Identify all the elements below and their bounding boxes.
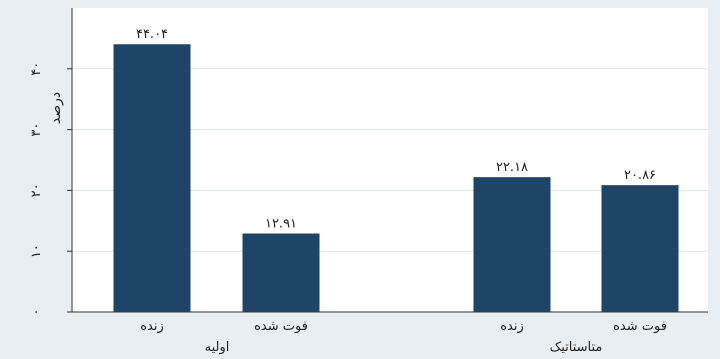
y-tick-label: ۳۰ <box>29 123 44 137</box>
bar-value-label: ۴۴.۰۴ <box>136 27 168 42</box>
group-label: اولیه <box>205 340 230 355</box>
bar <box>601 185 679 312</box>
bar-value-label: ۱۲.۹۱ <box>265 217 297 232</box>
bar-value-label: ۲۲.۱۸ <box>496 160 528 175</box>
bar-category-label: فوت شده <box>254 319 308 334</box>
bar <box>113 44 191 312</box>
y-tick-label: ۰ <box>29 309 44 316</box>
bar-category-label: زنده <box>500 319 524 334</box>
group-label: متاستاتیک <box>550 340 603 355</box>
bar <box>473 177 551 312</box>
bar <box>242 233 320 312</box>
y-tick-label: ۴۰ <box>29 62 44 76</box>
bar-value-label: ۲۰.۸۶ <box>624 168 656 183</box>
y-tick-label: ۱۰ <box>29 244 44 258</box>
bar-category-label: زنده <box>140 319 164 334</box>
y-axis-title: درصد <box>48 92 64 124</box>
y-tick-label: ۲۰ <box>29 183 44 197</box>
bar-category-label: فوت شده <box>613 319 667 334</box>
